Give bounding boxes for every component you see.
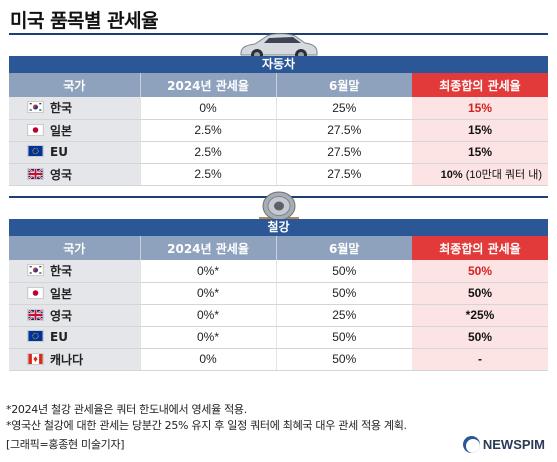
table-row: 일본 2.5% 27.5% 15%: [9, 119, 548, 142]
table-row: EU 2.5% 27.5% 15%: [9, 141, 548, 164]
final-rate-value: 15%: [467, 100, 493, 115]
country-cell: 한국: [9, 97, 140, 120]
final-rate-cell: 15%: [412, 141, 548, 164]
header-june: 6월말: [275, 73, 412, 97]
steel-section-title: 철강: [267, 220, 290, 234]
final-rate-cell: 50%: [412, 260, 548, 283]
june-rate-cell: 27.5%: [275, 163, 412, 186]
country-name: 일본: [50, 123, 73, 138]
country-name: 영국: [50, 167, 73, 182]
rate-2024-cell: 0%*: [139, 260, 276, 283]
june-rate-cell: 27.5%: [275, 141, 412, 164]
final-rate-value: 15%: [467, 145, 493, 159]
final-rate-cell: 15%: [412, 97, 548, 120]
table-row: EU 0%* 50% 50%: [9, 326, 548, 349]
rate-2024-cell: 0%*: [139, 326, 276, 349]
final-rate-cell: *25%: [412, 304, 548, 327]
rate-2024-cell: 0%*: [139, 304, 276, 327]
country-cell: EU: [9, 141, 140, 164]
final-rate-note: (10만대 쿼터 내): [465, 169, 542, 181]
header-country: 국가: [9, 73, 140, 97]
uk-flag-icon: [27, 308, 44, 321]
final-rate-value: 10%: [440, 169, 463, 181]
rate-2024-cell: 0%*: [139, 282, 276, 305]
table-row: 영국 2.5% 27.5% 10% (10만대 쿼터 내): [9, 163, 548, 186]
japan-flag-icon: [27, 286, 44, 299]
country-cell: 영국: [9, 304, 140, 327]
car-banner: 자동차: [9, 33, 548, 73]
header-2024-rate: 2024년 관세율: [139, 73, 276, 97]
steel-banner: 철강: [9, 191, 548, 236]
country-cell: 영국: [9, 163, 140, 186]
country-name: EU: [50, 145, 68, 159]
final-rate-cell: 50%: [412, 326, 548, 349]
steel-section: 철강 국가 2024년 관세율 6월말 최종합의 관세율 한국 0%* 50% 50%…: [9, 191, 548, 371]
june-rate-cell: 50%: [275, 348, 412, 371]
newspim-logo: NEWSPIM: [462, 436, 545, 453]
eu-flag-icon: [27, 145, 44, 157]
june-rate-cell: 50%: [275, 282, 412, 305]
final-rate-value: -: [478, 352, 482, 366]
country-name: 일본: [50, 286, 73, 301]
final-rate-cell: 15%: [412, 119, 548, 142]
graphic-credit: [그래픽=홍종현 미술기자]: [6, 438, 125, 451]
final-rate-value: 50%: [467, 330, 493, 344]
footnotes: *2024년 철강 관세율은 쿼터 한도내에서 영세율 적용. *영국산 철강에…: [6, 402, 407, 434]
country-name: 캐나다: [50, 352, 84, 367]
table-row: 한국 0%* 50% 50%: [9, 260, 548, 283]
country-cell: 캐나다: [9, 348, 140, 371]
eu-flag-icon: [27, 330, 44, 342]
header-2024-rate: 2024년 관세율: [139, 236, 276, 260]
uk-flag-icon: [27, 167, 44, 180]
country-name: 한국: [50, 101, 73, 116]
japan-flag-icon: [27, 123, 44, 136]
steel-tariff-table: 국가 2024년 관세율 6월말 최종합의 관세율 한국 0%* 50% 50% 일본 0…: [9, 236, 548, 371]
header-country: 국가: [9, 236, 140, 260]
june-rate-cell: 25%: [275, 304, 412, 327]
table-row: 캐나다 0% 50% -: [9, 348, 548, 371]
final-rate-value: 15%: [467, 123, 493, 137]
newspim-logo-text: NEWSPIM: [482, 437, 545, 452]
country-cell: 한국: [9, 260, 140, 283]
june-rate-cell: 50%: [275, 326, 412, 349]
newspim-logo-icon: [462, 436, 480, 453]
country-cell: 일본: [9, 282, 140, 305]
final-rate-value: 50%: [467, 263, 493, 278]
header-final-rate: 최종합의 관세율: [412, 236, 548, 260]
final-rate-cell: -: [412, 348, 548, 371]
korea-flag-icon: [27, 264, 44, 277]
june-rate-cell: 27.5%: [275, 119, 412, 142]
table-row: 한국 0% 25% 15%: [9, 97, 548, 120]
country-name: EU: [50, 330, 68, 344]
june-rate-cell: 50%: [275, 260, 412, 283]
car-section-title: 자동차: [261, 57, 296, 71]
rate-2024-cell: 0%: [139, 97, 276, 120]
header-final-rate: 최종합의 관세율: [412, 73, 548, 97]
rate-2024-cell: 2.5%: [139, 141, 276, 164]
june-rate-cell: 25%: [275, 97, 412, 120]
rate-2024-cell: 0%: [139, 348, 276, 371]
rate-2024-cell: 2.5%: [139, 119, 276, 142]
page-title: 미국 품목별 관세율: [10, 10, 159, 32]
table-header-row: 국가 2024년 관세율 6월말 최종합의 관세율: [9, 236, 548, 260]
car-tariff-table: 국가 2024년 관세율 6월말 최종합의 관세율 한국 0% 25% 15% 일본 2.…: [9, 73, 548, 186]
table-row: 일본 0%* 50% 50%: [9, 282, 548, 305]
header-june: 6월말: [275, 236, 412, 260]
final-rate-value: 50%: [467, 286, 493, 300]
table-row: 영국 0%* 25% *25%: [9, 304, 548, 327]
final-rate-value: *25%: [465, 308, 495, 322]
canada-flag-icon: [27, 352, 44, 365]
footnote: *영국산 철강에 대한 관세는 당분간 25% 유지 후 일정 쿼터에 최혜국 …: [6, 419, 407, 432]
final-rate-cell: 10% (10만대 쿼터 내): [412, 163, 548, 186]
rate-2024-cell: 2.5%: [139, 163, 276, 186]
country-cell: EU: [9, 326, 140, 349]
korea-flag-icon: [27, 101, 44, 114]
footnote: *2024년 철강 관세율은 쿼터 한도내에서 영세율 적용.: [6, 403, 247, 416]
country-cell: 일본: [9, 119, 140, 142]
car-section: 자동차 국가 2024년 관세율 6월말 최종합의 관세율 한국 0% 25% 15%…: [9, 33, 548, 186]
table-header-row: 국가 2024년 관세율 6월말 최종합의 관세율: [9, 73, 548, 97]
final-rate-cell: 50%: [412, 282, 548, 305]
country-name: 한국: [50, 264, 73, 279]
country-name: 영국: [50, 308, 73, 323]
